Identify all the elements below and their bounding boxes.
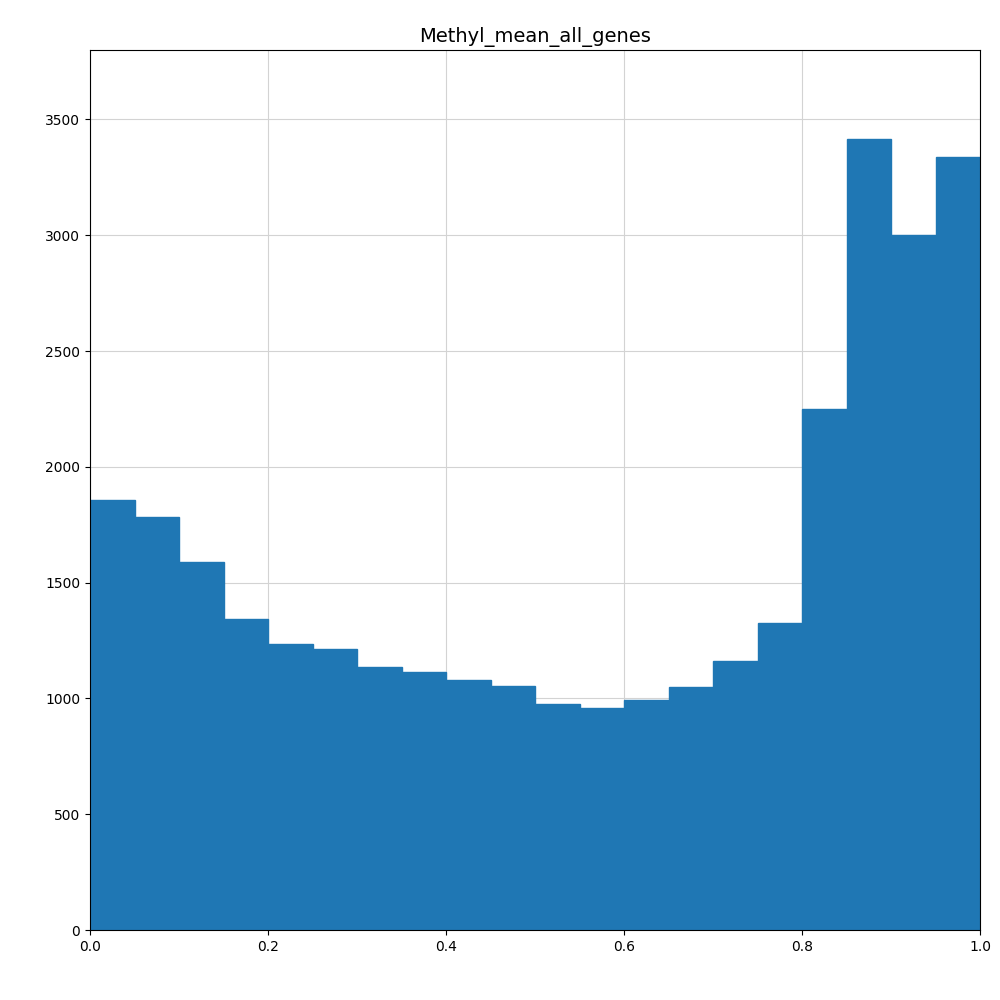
Bar <box>490 686 535 930</box>
Bar <box>268 644 312 930</box>
Bar <box>134 517 179 930</box>
Bar <box>891 235 936 930</box>
Bar <box>90 500 134 930</box>
Bar <box>580 708 624 930</box>
Bar <box>179 562 224 930</box>
Bar <box>936 157 980 930</box>
Bar <box>224 619 268 930</box>
Bar <box>624 700 668 930</box>
Bar <box>846 139 891 930</box>
Bar <box>402 672 446 930</box>
Bar <box>446 680 490 930</box>
Bar <box>713 661 758 930</box>
Bar <box>312 649 357 930</box>
Bar <box>357 667 402 930</box>
Bar <box>668 687 713 930</box>
Bar <box>535 704 580 930</box>
Bar <box>802 409 846 930</box>
Title: Methyl_mean_all_genes: Methyl_mean_all_genes <box>419 27 651 47</box>
Bar <box>758 623 802 930</box>
